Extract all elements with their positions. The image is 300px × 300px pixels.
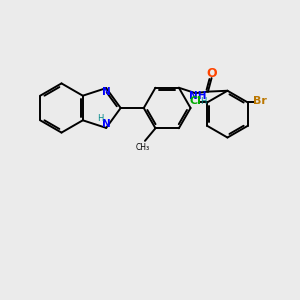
Text: H: H <box>200 97 206 106</box>
Text: O: O <box>206 68 217 80</box>
Text: N: N <box>102 119 111 129</box>
Text: Cl: Cl <box>190 96 202 106</box>
Text: N: N <box>102 87 111 97</box>
Text: H: H <box>98 114 104 123</box>
Text: Br: Br <box>254 96 267 106</box>
Text: NH: NH <box>189 91 206 100</box>
Text: CH₃: CH₃ <box>136 143 150 152</box>
